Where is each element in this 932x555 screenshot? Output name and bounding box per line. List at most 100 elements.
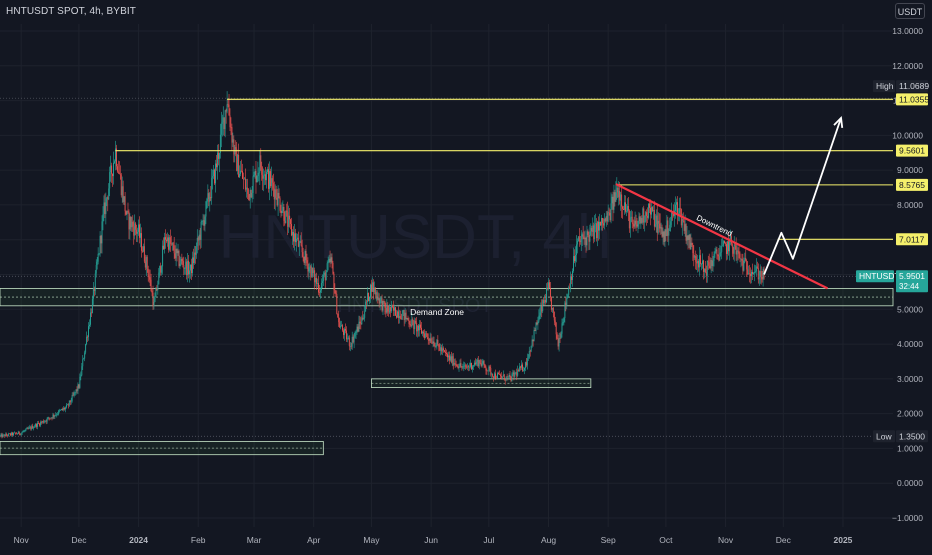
candle-body [455, 363, 456, 364]
candle-body [350, 346, 351, 347]
candle-body [660, 224, 661, 229]
candle-body [29, 427, 30, 428]
candle-body [204, 220, 205, 225]
candle-body [418, 326, 419, 331]
candle [149, 269, 150, 282]
candle [348, 336, 349, 340]
candle-body [27, 428, 28, 429]
candle-body [274, 189, 275, 200]
candle [70, 400, 71, 405]
candle [627, 198, 628, 212]
candle-body [404, 310, 405, 320]
candle [694, 255, 695, 260]
candle [670, 217, 671, 232]
candle-body [241, 171, 242, 172]
candle-body [427, 334, 428, 337]
candle-body [420, 325, 421, 328]
candle [216, 155, 217, 171]
candle-body [689, 234, 690, 240]
candle-body [433, 341, 434, 343]
candle [358, 316, 359, 332]
candle-body [690, 234, 691, 249]
candle [671, 203, 672, 228]
candle-body [152, 291, 153, 293]
candle-body [57, 414, 58, 415]
candle [107, 196, 108, 212]
candle-body [159, 266, 160, 273]
candle-body [726, 244, 727, 254]
candle-body [295, 233, 296, 242]
candle-body [228, 104, 229, 105]
candle [492, 373, 493, 377]
candle [261, 162, 262, 181]
candle-body [90, 313, 91, 325]
candle [480, 359, 481, 365]
candle-body [458, 366, 459, 368]
candle [201, 219, 202, 248]
candle-body [85, 344, 86, 352]
candle [2, 433, 3, 437]
candle [160, 263, 161, 276]
candle-body [182, 261, 183, 265]
candle-body [262, 175, 263, 179]
x-tick-label: Jun [424, 535, 438, 545]
candle-body [249, 194, 250, 200]
candle [462, 364, 463, 369]
candle-body [24, 431, 25, 432]
candle-body [550, 288, 551, 297]
candle-body [294, 233, 295, 241]
candle [660, 213, 661, 235]
candle-body [192, 257, 193, 273]
candle-body [246, 188, 247, 190]
candle-body [584, 237, 585, 240]
candle [259, 150, 260, 185]
candle-body [741, 259, 742, 260]
candle [180, 257, 181, 266]
candle [147, 255, 148, 273]
candle-body [734, 244, 735, 253]
candle [63, 406, 64, 411]
candle-body [604, 219, 605, 226]
candle-body [441, 347, 442, 351]
candle [442, 344, 443, 356]
candle-body [733, 247, 734, 253]
candle [716, 247, 717, 259]
candle-body [235, 147, 236, 149]
candle-body [146, 257, 147, 267]
candle-body [100, 236, 101, 254]
candle-body [66, 405, 67, 407]
candle [146, 255, 147, 276]
candle [126, 210, 127, 215]
candle [662, 225, 663, 238]
candle-body [92, 299, 93, 313]
candle-body [565, 303, 566, 306]
candle-body [171, 244, 172, 245]
candle [27, 427, 28, 430]
candle-body [250, 190, 251, 200]
candle [533, 339, 534, 346]
candle-body [174, 245, 175, 253]
candle [475, 358, 476, 365]
candle [171, 236, 172, 246]
candle [468, 365, 469, 371]
candle-body [378, 298, 379, 300]
high-label-badge: High [873, 80, 895, 92]
candle [357, 324, 358, 335]
candle-body [512, 372, 513, 374]
candle [754, 265, 755, 282]
candle [659, 213, 660, 232]
candle [623, 206, 624, 210]
candle [717, 254, 718, 260]
candle-body [284, 221, 285, 223]
currency-button[interactable]: USDT [895, 3, 925, 19]
candle-body [365, 302, 366, 312]
candle [179, 249, 180, 267]
candle [742, 254, 743, 275]
candle [145, 255, 146, 270]
candle [322, 274, 323, 288]
candle-body [139, 224, 140, 237]
candle [31, 425, 32, 431]
